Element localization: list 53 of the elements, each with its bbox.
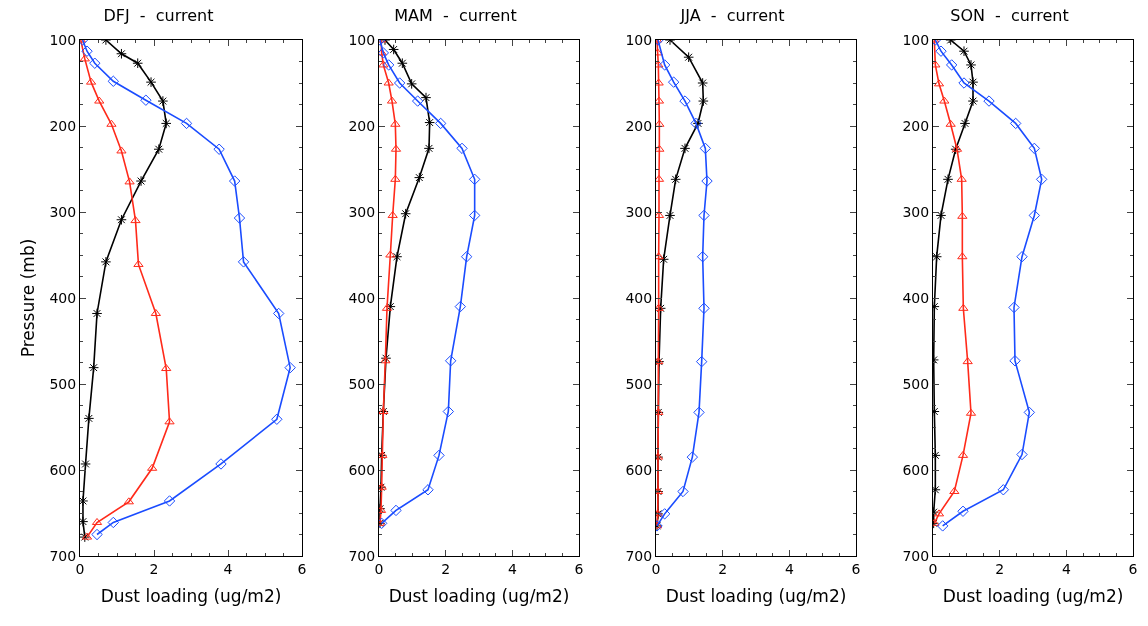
chart-title: MAM - current: [394, 5, 517, 25]
y-tick-label: 500: [348, 375, 376, 392]
x-axis-title: Dust loading (ug/m2): [665, 586, 847, 607]
x-axis-title: Dust loading (ug/m2): [100, 586, 282, 607]
y-tick-label: 700: [49, 547, 77, 564]
y-tick-label: 100: [348, 31, 376, 48]
x-tick-label: 4: [1061, 560, 1071, 577]
y-tick-label: 500: [625, 375, 653, 392]
x-tick-label: 2: [441, 560, 451, 577]
x-tick-label: 0: [651, 560, 661, 577]
y-tick-label: 400: [49, 289, 77, 306]
x-tick-label: 6: [574, 560, 584, 577]
y-tick-label: 700: [348, 547, 376, 564]
y-tick-label: 200: [625, 117, 653, 134]
x-tick-label: 4: [784, 560, 794, 577]
y-tick-label: 300: [625, 203, 653, 220]
x-axis-title: Dust loading (ug/m2): [942, 586, 1124, 607]
y-tick-label: 500: [902, 375, 930, 392]
y-tick-label: 500: [49, 375, 77, 392]
y-tick-label: 400: [348, 289, 376, 306]
y-tick-label: 100: [625, 31, 653, 48]
y-tick-label: 200: [49, 117, 77, 134]
y-tick-label: 300: [49, 203, 77, 220]
x-tick-label: 6: [297, 560, 307, 577]
x-tick-label: 0: [374, 560, 384, 577]
y-tick-label: 200: [348, 117, 376, 134]
y-tick-label: 600: [625, 461, 653, 478]
x-tick-label: 2: [718, 560, 728, 577]
y-tick-label: 300: [348, 203, 376, 220]
x-tick-label: 2: [995, 560, 1005, 577]
y-tick-label: 700: [625, 547, 653, 564]
x-axis-title: Dust loading (ug/m2): [388, 586, 570, 607]
x-tick-label: 4: [223, 560, 233, 577]
x-tick-label: 2: [149, 560, 159, 577]
chart-title: SON - current: [950, 5, 1069, 25]
y-tick-label: 600: [348, 461, 376, 478]
y-tick-label: 600: [49, 461, 77, 478]
y-tick-label: 200: [902, 117, 930, 134]
y-tick-label: 100: [902, 31, 930, 48]
y-tick-label: 400: [902, 289, 930, 306]
y-tick-label: 300: [902, 203, 930, 220]
x-tick-label: 0: [75, 560, 85, 577]
x-tick-label: 0: [928, 560, 938, 577]
y-tick-label: 700: [902, 547, 930, 564]
y-tick-label: 100: [49, 31, 77, 48]
x-tick-label: 6: [1128, 560, 1138, 577]
chart-title: DFJ - current: [103, 5, 214, 25]
y-axis-title: Pressure (mb): [18, 238, 39, 358]
x-tick-label: 6: [851, 560, 861, 577]
y-tick-label: 600: [902, 461, 930, 478]
y-tick-label: 400: [625, 289, 653, 306]
x-tick-label: 4: [507, 560, 517, 577]
chart-title: JJA - current: [679, 5, 785, 25]
